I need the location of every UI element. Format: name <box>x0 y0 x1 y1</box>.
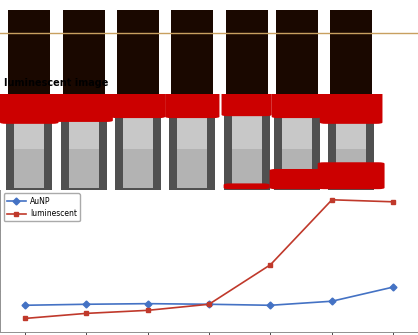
Text: 0.1: 0.1 <box>131 199 145 208</box>
AuNP <box>22 303 27 307</box>
Bar <box>8 10 50 93</box>
Bar <box>276 10 318 93</box>
FancyBboxPatch shape <box>165 90 219 118</box>
AuNP <box>206 302 212 306</box>
Line: AuNP: AuNP <box>22 285 396 308</box>
Bar <box>61 95 107 190</box>
AuNP <box>145 302 150 306</box>
Legend: AuNP, luminescent: AuNP, luminescent <box>4 194 80 221</box>
Bar <box>226 10 268 93</box>
Bar <box>171 10 213 93</box>
Text: 100: 100 <box>289 112 305 121</box>
luminescent <box>268 263 273 267</box>
Text: 0.01: 0.01 <box>74 112 93 121</box>
Bar <box>282 97 312 188</box>
luminescent <box>22 317 27 321</box>
Text: 10: 10 <box>241 199 252 208</box>
luminescent <box>145 308 150 312</box>
FancyBboxPatch shape <box>0 90 59 124</box>
Text: 100: 100 <box>289 199 305 208</box>
Bar <box>63 10 104 93</box>
Text: luminescent image: luminescent image <box>4 78 109 88</box>
Bar <box>69 149 99 188</box>
luminescent <box>206 302 212 306</box>
AuNP <box>329 299 334 303</box>
Bar <box>14 97 44 188</box>
Text: 0: 0 <box>27 199 32 208</box>
Text: 0.1: 0.1 <box>131 112 145 121</box>
FancyBboxPatch shape <box>224 183 270 189</box>
Bar <box>177 149 207 188</box>
Text: 0.01: 0.01 <box>74 199 93 208</box>
AuNP <box>84 302 89 306</box>
Text: 1000: 1000 <box>341 199 362 208</box>
FancyBboxPatch shape <box>320 90 382 124</box>
FancyBboxPatch shape <box>54 90 113 122</box>
Bar <box>123 149 153 188</box>
Bar <box>328 95 374 190</box>
Bar <box>336 97 366 188</box>
FancyBboxPatch shape <box>270 169 324 189</box>
Bar <box>274 95 320 190</box>
Bar <box>336 149 366 188</box>
Bar <box>6 95 52 190</box>
FancyBboxPatch shape <box>222 90 272 116</box>
Bar <box>232 149 262 188</box>
Bar <box>224 95 270 190</box>
Bar <box>282 149 312 188</box>
Text: 1: 1 <box>190 199 195 208</box>
Text: 1000: 1000 <box>341 112 362 121</box>
Bar <box>14 149 44 188</box>
AuNP <box>391 285 396 289</box>
FancyBboxPatch shape <box>272 90 322 118</box>
Text: 0: 0 <box>27 112 32 121</box>
Text: 10: 10 <box>241 112 252 121</box>
Bar <box>117 10 159 93</box>
FancyBboxPatch shape <box>318 162 385 189</box>
Bar <box>177 97 207 188</box>
FancyBboxPatch shape <box>111 90 165 118</box>
luminescent <box>391 200 396 204</box>
Bar <box>232 97 262 188</box>
luminescent <box>84 311 89 315</box>
Bar <box>169 95 215 190</box>
AuNP <box>268 303 273 307</box>
Bar <box>115 95 161 190</box>
Line: luminescent: luminescent <box>22 197 396 321</box>
Text: 1: 1 <box>190 112 195 121</box>
Bar <box>123 97 153 188</box>
Bar <box>69 97 99 188</box>
Bar <box>330 10 372 93</box>
luminescent <box>329 198 334 202</box>
